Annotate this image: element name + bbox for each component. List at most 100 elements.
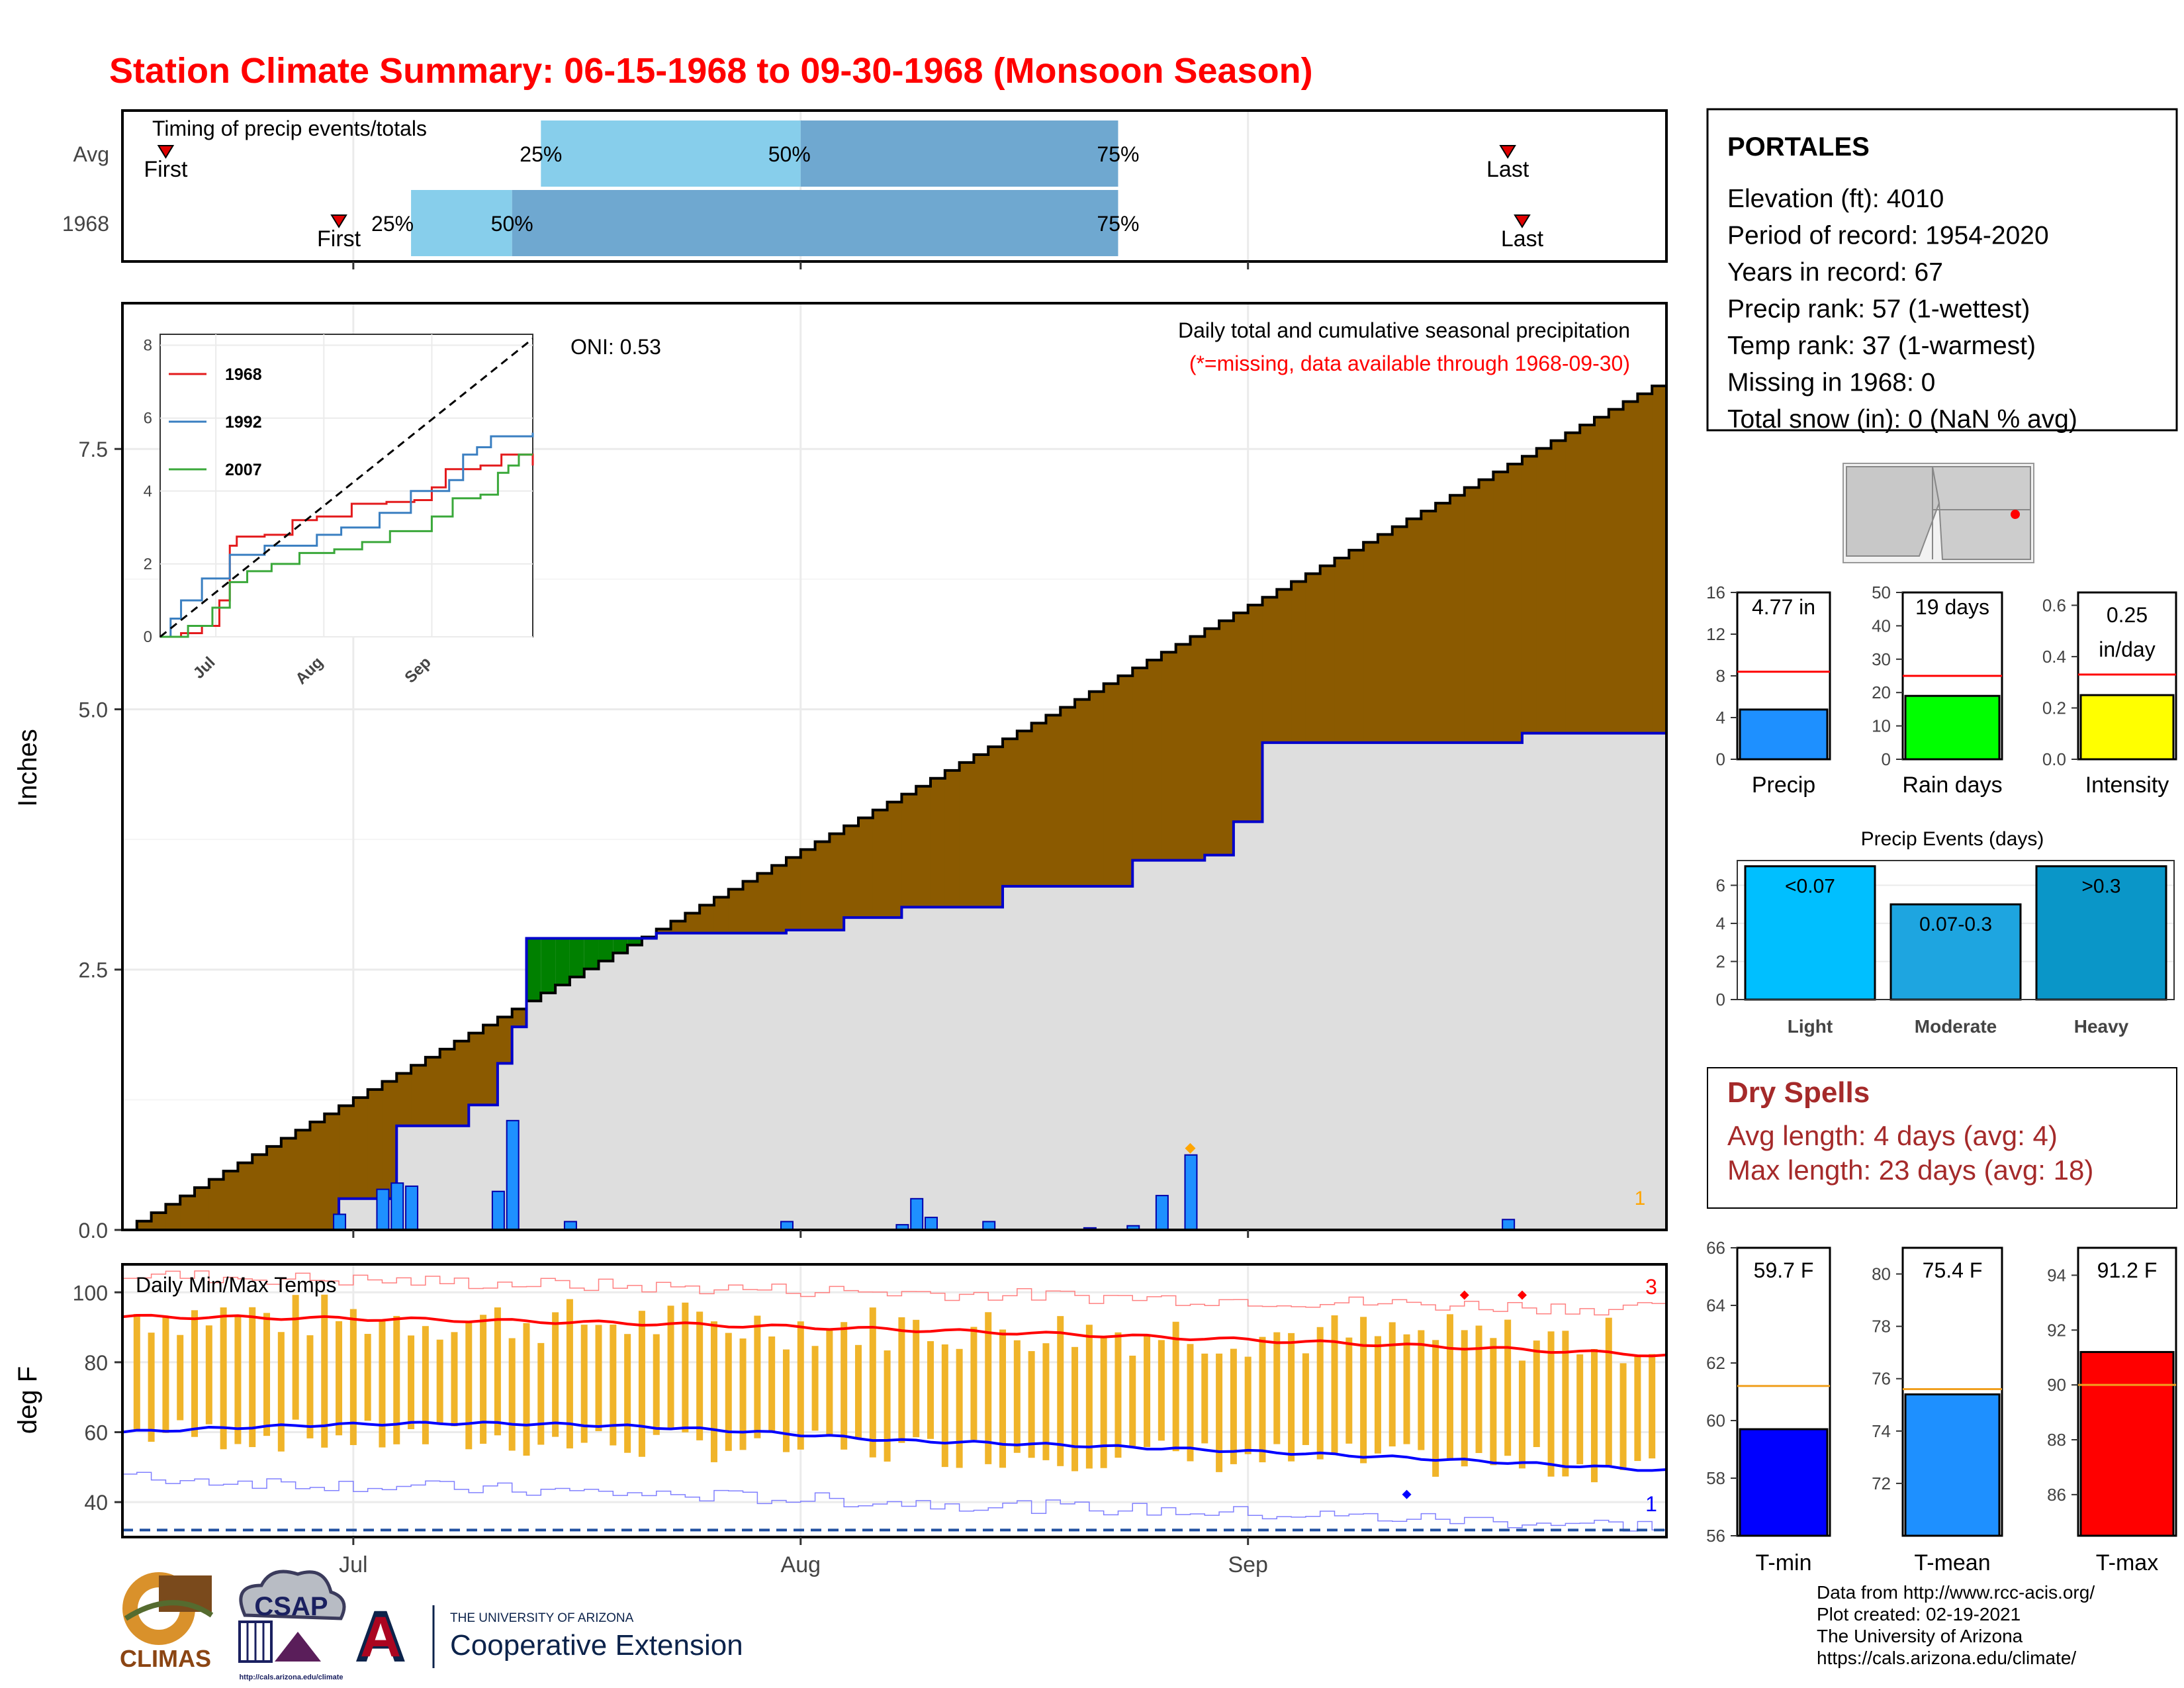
deficit-area xyxy=(454,1041,469,1126)
deficit-area xyxy=(1291,581,1306,743)
event-bar-label: Heavy xyxy=(2074,1016,2129,1037)
daily-temp-bar xyxy=(1129,1355,1136,1446)
observed-area xyxy=(439,1125,455,1230)
deficit-area xyxy=(1046,715,1061,886)
deficit-area xyxy=(339,1105,354,1199)
daily-temp-bar xyxy=(1345,1337,1353,1444)
observed-area xyxy=(1363,742,1379,1230)
daily-temp-bar xyxy=(696,1311,704,1440)
surplus-area xyxy=(555,938,570,985)
inset-series-line xyxy=(160,432,534,638)
ua-a-mark-inner: A xyxy=(360,1605,401,1669)
observed-area xyxy=(1305,742,1321,1230)
deficit-area xyxy=(988,747,1003,908)
deficit-area xyxy=(1435,503,1451,743)
daily-temp-bar xyxy=(436,1339,443,1425)
daily-temp-bar xyxy=(970,1327,978,1440)
deficit-area xyxy=(1147,660,1162,861)
summary-y-tick: 30 xyxy=(1872,649,1891,669)
deficit-area xyxy=(396,1073,412,1126)
temperature-summary-bars: 56 58 60 62 64 66 59.7 F T-min 72 74 76 78 80 75.4 F T… xyxy=(1706,1238,2177,1575)
deficit-area xyxy=(959,762,975,908)
surplus-area xyxy=(584,938,600,969)
avg-cumulative-line xyxy=(122,378,1668,1231)
daily-precip-bar xyxy=(1155,1195,1169,1231)
summary-y-tick: 0.4 xyxy=(2042,647,2066,667)
observed-area xyxy=(1291,742,1306,1230)
daily-temp-bar xyxy=(422,1326,429,1444)
observed-area xyxy=(584,938,600,1230)
summary-y-tick: 0.6 xyxy=(2042,595,2066,615)
daily-precip-bar xyxy=(925,1217,938,1231)
events-frame xyxy=(1737,860,2175,1000)
deficit-area xyxy=(1392,526,1408,743)
summary-y-tick: 20 xyxy=(1872,682,1891,702)
deficit-area xyxy=(267,1146,282,1230)
daily-temp-bar xyxy=(349,1309,357,1446)
temp-bar-value: 91.2 F xyxy=(2097,1258,2158,1282)
deficit-area xyxy=(1277,589,1292,743)
ua-a-mark: A xyxy=(354,1596,406,1677)
deficit-area xyxy=(1262,597,1277,743)
deficit-area xyxy=(252,1154,267,1230)
dry-spells-max: Max length: 23 days (avg: 18) xyxy=(1727,1154,2093,1186)
quartile-bar-high xyxy=(800,120,1118,187)
y-tick-label: 5.0 xyxy=(79,698,108,722)
observed-area xyxy=(353,1198,369,1230)
daily-temp-bar xyxy=(985,1312,992,1464)
observed-area xyxy=(901,907,917,1230)
deficit-area xyxy=(382,1081,397,1199)
first-label: First xyxy=(144,157,188,182)
observed-area xyxy=(786,929,801,1230)
first-event-marker xyxy=(157,145,175,159)
daily-temp-bar xyxy=(1504,1319,1512,1456)
inset-legend-label: 1968 xyxy=(225,365,262,384)
daily-temp-bar xyxy=(1649,1354,1656,1459)
observed-area xyxy=(1623,733,1638,1230)
daily-temp-bar xyxy=(638,1311,645,1457)
y-tick-label: 40 xyxy=(84,1491,108,1515)
deficit-area xyxy=(1017,731,1032,886)
events-y-tick: 2 xyxy=(1716,951,1725,971)
credits: Data from http://www.rcc-acis.org/ Plot … xyxy=(1817,1582,2095,1668)
daily-temp-bar xyxy=(1201,1353,1208,1444)
deficit-area xyxy=(469,1033,484,1105)
deficit-area xyxy=(757,873,772,933)
observed-area xyxy=(988,907,1003,1230)
daily-temp-bar xyxy=(1619,1363,1627,1470)
chart-title: Station Climate Summary: 06-15-1968 to 0… xyxy=(109,51,1313,91)
observed-area xyxy=(1017,886,1032,1230)
deficit-area xyxy=(1305,573,1321,743)
temp-y-tick: 58 xyxy=(1706,1468,1725,1488)
summary-y-tick: 0.0 xyxy=(2042,749,2066,769)
record-low-count: 1 xyxy=(1645,1492,1657,1516)
station-info-line: Years in record: 67 xyxy=(1727,258,1943,287)
deficit-area xyxy=(180,1196,195,1230)
deficit-area xyxy=(700,905,715,933)
temp-y-tick: 62 xyxy=(1706,1353,1725,1373)
p50-label: 50% xyxy=(768,142,811,166)
observed-area xyxy=(1205,855,1220,1230)
daily-temp-bar xyxy=(1273,1332,1281,1444)
daily-temp-bar xyxy=(523,1323,530,1456)
daily-temp-bar xyxy=(177,1335,184,1421)
daily-temp-bar xyxy=(854,1344,862,1439)
daily-temp-bar xyxy=(537,1342,545,1445)
temp-bar-label: T-max xyxy=(2096,1550,2158,1575)
observed-area xyxy=(1118,886,1133,1230)
observed-area xyxy=(800,929,816,1230)
observed-area xyxy=(541,938,556,1230)
timing-label: Timing of precip events/totals xyxy=(152,117,427,140)
deficit-area xyxy=(1449,495,1465,743)
daily-precip-bar xyxy=(405,1185,419,1231)
daily-temp-bar xyxy=(725,1333,732,1451)
observed-area xyxy=(743,933,758,1230)
last-label: Last xyxy=(1486,157,1529,182)
record-high-line xyxy=(122,1270,1667,1316)
csap-logo: CSAP http://cals.arizona.edu/climate xyxy=(238,1570,346,1681)
daily-temp-bar xyxy=(364,1334,371,1421)
record-low-marker xyxy=(1402,1489,1412,1499)
observed-area xyxy=(1377,742,1393,1230)
station-info-line: Temp rank: 37 (1-warmest) xyxy=(1727,332,2036,360)
credit-line: The University of Arizona xyxy=(1817,1626,2023,1646)
